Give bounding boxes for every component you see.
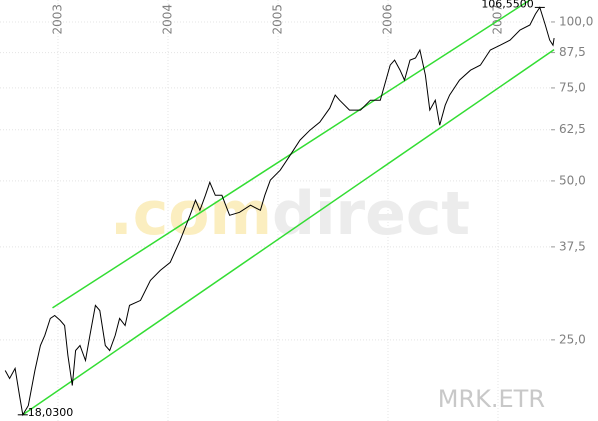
grid [0,0,555,421]
y-tick-label: 87,5 [559,45,586,59]
y-tick-label: 100,0 [559,14,593,28]
y-tick-label: 50,0 [559,173,586,187]
price-line [4,6,555,417]
y-tick-label: 37,5 [559,239,586,253]
y-tick-label: 75,0 [559,80,586,94]
symbol: MRK.ETR [438,385,545,413]
channel-line [22,48,555,416]
x-tick-label: 2007 [491,4,505,35]
x-tick-label: 2006 [381,4,395,35]
x-tick-label: 2003 [50,4,64,35]
watermark: .comdirect [110,179,470,249]
annotation: 18,0300 [28,406,74,419]
x-tick-label: 2005 [270,4,284,35]
watermark-part: direct [272,179,470,249]
x-tick-label: 2004 [160,4,174,35]
y-tick-label: 25,0 [559,332,586,346]
annotation: 106,5500 [481,0,534,10]
y-tick-label: 62,5 [559,122,586,136]
